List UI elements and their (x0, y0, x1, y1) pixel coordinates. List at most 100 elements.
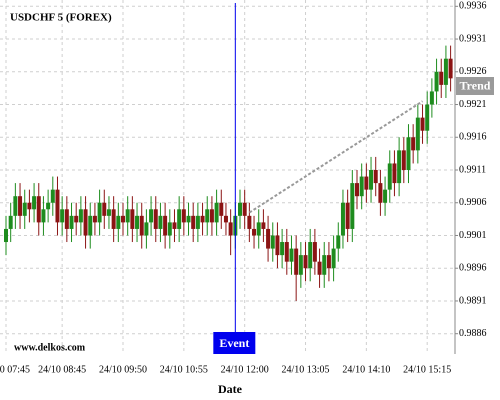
x-tick-label: 24/10 13:05 (281, 364, 329, 375)
candle-body (275, 235, 280, 256)
x-tick-label: 24/10 10:55 (160, 364, 208, 375)
candle-body (439, 71, 444, 85)
candle-body (369, 170, 374, 190)
candle-body (331, 248, 336, 269)
candle-body (78, 209, 83, 223)
candle-body (121, 215, 125, 223)
candle-body (429, 91, 434, 105)
candle-body (242, 202, 247, 216)
candle-body (406, 137, 411, 171)
candle-body (50, 189, 55, 203)
candle-body (247, 215, 252, 229)
candle-body (97, 202, 102, 223)
x-tick-label: 24/10 09:50 (99, 364, 147, 375)
candle-body (153, 209, 158, 229)
candle-body (214, 202, 219, 223)
candle-body (22, 202, 27, 216)
candle-body (373, 170, 378, 184)
candle-body (191, 215, 196, 229)
candle-body (64, 209, 69, 229)
y-tick-label: 0.9921 (459, 99, 487, 110)
candle-body (223, 215, 228, 223)
candle-body (172, 222, 177, 229)
candle-body (397, 150, 402, 184)
y-tick-label: 0.9891 (459, 295, 487, 306)
candle-body (322, 255, 327, 275)
candle-body (27, 202, 32, 210)
candle-body (312, 242, 317, 262)
candle-body (336, 235, 341, 249)
y-tick-label: 0.9896 (459, 263, 487, 274)
candle-body (289, 248, 294, 262)
candle-body (46, 202, 51, 210)
candle-body (158, 215, 163, 229)
candle-body (209, 209, 214, 223)
y-tick-label: 0.9916 (459, 132, 487, 143)
x-tick-label: 24/10 12:00 (221, 364, 269, 375)
candle-body (205, 209, 210, 223)
trend-label-box (456, 77, 494, 95)
candle-body (350, 183, 355, 229)
candle-body (88, 215, 93, 236)
candle-body (139, 215, 144, 236)
y-tick-label: 0.9906 (459, 197, 487, 208)
chart-title: USDCHF 5 (FOREX) (10, 12, 112, 24)
candle-body (392, 163, 397, 184)
candle-body (270, 235, 275, 249)
candle-body (261, 222, 266, 229)
candle-body (195, 215, 200, 229)
candle-body (359, 176, 364, 197)
candle-body (41, 209, 46, 223)
candle-body (355, 183, 359, 197)
y-tick-label: 0.9926 (459, 66, 487, 77)
candle-body (13, 196, 18, 216)
trend-line (248, 100, 424, 214)
candle-body (443, 58, 448, 85)
candle-body (106, 209, 111, 216)
y-tick-label: 0.9936 (459, 1, 487, 12)
candle-body (401, 150, 406, 171)
y-tick-label: 0.9901 (459, 230, 487, 241)
x-tick-label: 24/10 14:10 (342, 364, 390, 375)
candle-body (163, 215, 168, 236)
x-tick-label: 24/10 07:45 (0, 364, 30, 375)
x-axis-label: Date (218, 382, 243, 396)
candle-body (387, 163, 392, 190)
candle-body (135, 215, 140, 229)
candle-body (340, 202, 345, 236)
candle-body (102, 202, 107, 216)
event-label: Event (219, 336, 249, 350)
candle-body (228, 222, 233, 236)
candle-body (280, 242, 285, 256)
candle-body (177, 209, 182, 229)
candle-body (111, 209, 116, 229)
candle-body (125, 209, 130, 223)
candle-body (181, 209, 186, 223)
candle-body (74, 215, 79, 223)
trend-label: Trend (460, 78, 491, 92)
candle-body (69, 215, 74, 229)
watermark: www.delkos.com (14, 342, 86, 353)
candle-body (345, 202, 350, 229)
candle-body (448, 58, 453, 79)
candle-body (303, 255, 308, 269)
y-tick-label: 0.9911 (459, 164, 486, 175)
candle-body (60, 209, 65, 223)
candle-body (200, 215, 205, 223)
candle-body (130, 209, 135, 229)
candle-body (284, 242, 289, 262)
candle-body (4, 228, 8, 243)
candle-body (83, 209, 88, 236)
candle-body (298, 255, 303, 275)
candle-body (294, 248, 299, 275)
candle-body (317, 261, 322, 275)
x-tick-label: 24/10 15:15 (403, 364, 451, 375)
candle-body (434, 71, 439, 92)
candle-body (144, 222, 149, 236)
y-tick-label: 0.9886 (459, 328, 487, 339)
candle-body (8, 215, 13, 229)
candle-body (149, 209, 154, 223)
candle-body (18, 196, 23, 216)
candle-body (411, 137, 416, 151)
candle-body (219, 202, 224, 216)
